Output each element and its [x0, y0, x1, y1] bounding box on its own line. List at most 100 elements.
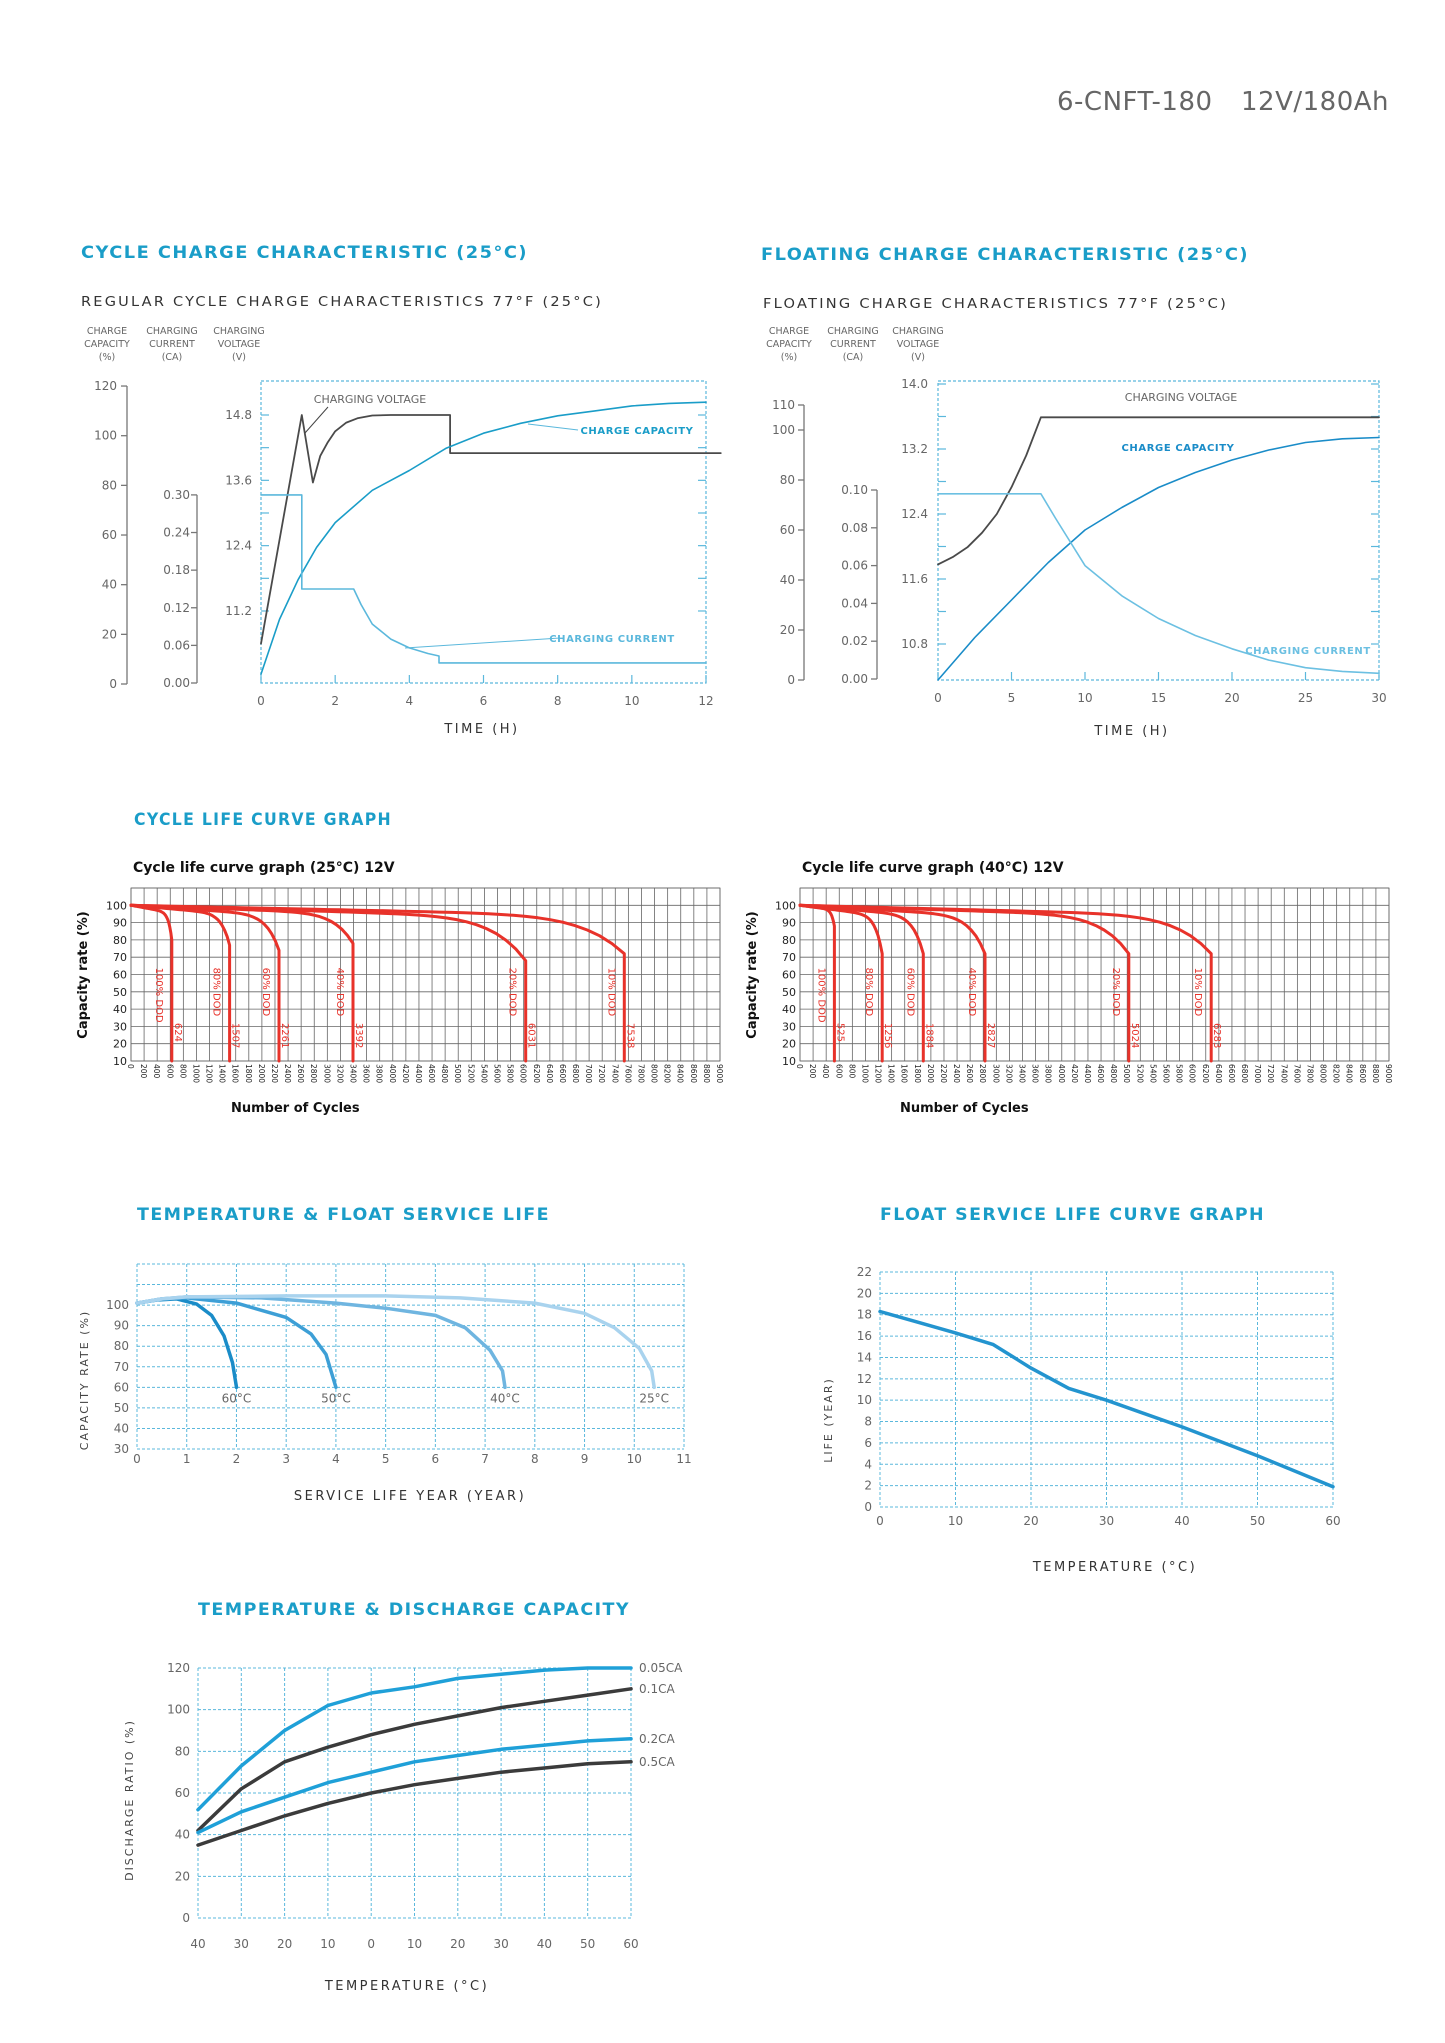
y-tick-label: 60 [114, 1380, 129, 1394]
x-tick-label: 400 [152, 1064, 161, 1079]
x-tick-label: 4600 [427, 1064, 436, 1083]
x-tick-label: 3600 [362, 1064, 371, 1083]
x-tick-label: 5000 [1122, 1064, 1131, 1083]
x-tick-label: 2400 [283, 1064, 292, 1083]
x-tick-label: 6800 [571, 1064, 580, 1083]
x-axis-title: Number of Cycles [231, 1101, 360, 1116]
x-tick-label: 15 [1151, 691, 1166, 705]
x-tick-label: 3800 [1044, 1064, 1053, 1083]
x-tick-label: 20 [1023, 1514, 1038, 1528]
cycles-label: 6283 [1211, 1023, 1222, 1048]
axis-header: (V) [232, 352, 246, 363]
x-tick-label: 3000 [322, 1064, 331, 1083]
x-tick-label: 10 [407, 1937, 422, 1951]
x-tick-label: 50 [1250, 1514, 1265, 1528]
y-tick-label: 40 [102, 578, 117, 592]
x-tick-label: 10 [948, 1514, 963, 1528]
y-tick-label: 80 [102, 478, 117, 492]
x-tick-label: 20 [450, 1937, 465, 1951]
cycles-label: 525 [834, 1023, 845, 1042]
x-tick-label: 3000 [991, 1064, 1000, 1083]
y-tick-label: 60 [780, 523, 795, 537]
x-tick-label: 40 [190, 1937, 205, 1951]
y-tick-label: 0 [109, 677, 117, 691]
series-label: CHARGING VOLTAGE [314, 393, 426, 406]
series-label: 25°C [639, 1391, 669, 1405]
y-tick-label: 30 [782, 1020, 796, 1033]
x-axis-title: TIME (H) [443, 722, 519, 737]
dod-label: 60% DOD [904, 968, 915, 1017]
cycle-curve-5 [798, 903, 1213, 1063]
x-tick-label: 8400 [676, 1064, 685, 1083]
y-tick-label: 80 [113, 934, 127, 947]
series-line-0 [878, 1309, 1335, 1489]
x-tick-label: 5400 [479, 1064, 488, 1083]
x-tick-label: 7200 [597, 1064, 606, 1083]
x-tick-label: 5800 [1175, 1064, 1184, 1083]
x-tick-label: 60 [623, 1937, 638, 1951]
y-tick-label: 70 [114, 1360, 129, 1374]
y-tick-label: 100 [775, 899, 796, 912]
x-tick-label: 8 [554, 694, 562, 708]
y-tick-label: 4 [864, 1457, 872, 1471]
axis-header: VOLTAGE [897, 339, 940, 350]
chart-title: Cycle life curve graph (40°C) 12V [802, 860, 1064, 876]
cycle-curve-5 [129, 903, 626, 1063]
x-tick-label: 5600 [492, 1064, 501, 1083]
x-tick-label: 1600 [900, 1064, 909, 1083]
cycles-label: 1884 [923, 1023, 934, 1048]
series-label: CHARGE CAPACITY [1121, 443, 1234, 454]
cycle-curve-4 [798, 903, 1131, 1063]
x-tick-label: 4400 [1083, 1064, 1092, 1083]
x-tick-label: 11 [676, 1452, 691, 1466]
y-tick-label: 30 [113, 1020, 127, 1033]
x-tick-label: 3400 [349, 1064, 358, 1083]
x-tick-label: 50 [580, 1937, 595, 1951]
y-tick-label: 110 [772, 398, 795, 412]
axis-header: VOLTAGE [218, 339, 261, 350]
chart-cycle-life-2: Cycle life curve graph (25°C) 12V 100 90 80… [76, 860, 724, 1116]
y-tick-label: 0.30 [163, 488, 190, 502]
x-tick-label: 60 [1325, 1514, 1340, 1528]
y-tick-label: 30 [114, 1442, 129, 1456]
y-tick-label: 90 [114, 1319, 129, 1333]
x-tick-label: 1800 [913, 1064, 922, 1083]
axis-header: CURRENT [830, 339, 876, 350]
cycles-label: 1507 [230, 1023, 241, 1048]
x-tick-label: 10 [320, 1937, 335, 1951]
chart-cycle-life-3: Cycle life curve graph (40°C) 12V 100 90 80… [745, 860, 1393, 1116]
x-tick-label: 2200 [270, 1064, 279, 1083]
x-tick-label: 0 [257, 694, 265, 708]
y-tick-label: 80 [780, 473, 795, 487]
x-tick-label: 8400 [1345, 1064, 1354, 1083]
x-tick-label: 6000 [1188, 1064, 1197, 1083]
axis-header: (CA) [843, 352, 864, 363]
x-tick-label: 7200 [1266, 1064, 1275, 1083]
x-tick-label: 2600 [296, 1064, 305, 1083]
x-tick-label: 2000 [926, 1064, 935, 1083]
x-tick-label: 30 [1371, 691, 1386, 705]
chart-title-floating-charge: FLOATING CHARGE CHARACTERISTICS 77°F (25… [763, 297, 1228, 312]
y-tick-label: 100 [772, 423, 795, 437]
x-tick-label: 4000 [388, 1064, 397, 1083]
series-label: CHARGING VOLTAGE [1125, 391, 1237, 404]
x-tick-label: 30 [1099, 1514, 1114, 1528]
x-tick-label: 1800 [244, 1064, 253, 1083]
x-tick-label: 2800 [309, 1064, 318, 1083]
cycles-label: 1256 [882, 1023, 893, 1048]
x-tick-label: 5000 [453, 1064, 462, 1083]
y-axis-title: Capacity rate (%) [76, 911, 91, 1038]
cycles-label: 2261 [279, 1023, 290, 1048]
x-tick-label: 6200 [532, 1064, 541, 1083]
x-tick-label: 1 [183, 1452, 191, 1466]
x-tick-label: 10 [627, 1452, 642, 1466]
axis-header: CHARGING [892, 326, 944, 337]
section-title-floating-charge: FLOATING CHARGE CHARACTERISTIC (25°C) [761, 245, 1249, 265]
x-tick-label: 8600 [689, 1064, 698, 1083]
x-tick-label: 5200 [1135, 1064, 1144, 1083]
leader-line [404, 637, 561, 649]
x-tick-label: 5200 [466, 1064, 475, 1083]
y-tick-label: 14.0 [901, 377, 928, 391]
y-tick-label: 10 [782, 1055, 796, 1068]
